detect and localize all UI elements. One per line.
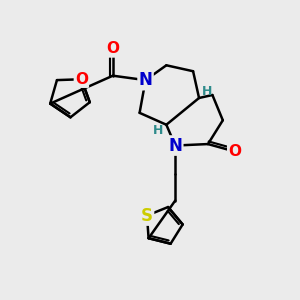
Text: N: N bbox=[168, 136, 182, 154]
Text: O: O bbox=[75, 72, 88, 87]
Text: H: H bbox=[202, 85, 213, 98]
Text: O: O bbox=[228, 144, 241, 159]
Text: O: O bbox=[106, 41, 119, 56]
Text: S: S bbox=[141, 207, 153, 225]
Text: H: H bbox=[153, 124, 163, 137]
Text: N: N bbox=[139, 71, 152, 89]
